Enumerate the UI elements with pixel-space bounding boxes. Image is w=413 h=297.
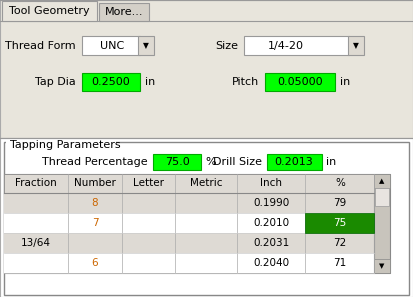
Text: in: in	[326, 157, 336, 167]
Bar	[0, 138, 413, 297]
Text: 0.2040: 0.2040	[253, 258, 289, 268]
Bar	[4, 174, 374, 193]
Text: Tap Dia: Tap Dia	[35, 77, 76, 87]
Text: Thread Form: Thread Form	[5, 41, 76, 51]
Text: 75: 75	[333, 218, 347, 228]
Bar	[374, 259, 390, 273]
Text: 0.2013: 0.2013	[275, 157, 313, 167]
Text: 0.2010: 0.2010	[253, 218, 289, 228]
Bar	[82, 73, 140, 91]
Bar	[265, 73, 335, 91]
Text: ▼: ▼	[353, 42, 359, 50]
Text: Metric: Metric	[190, 178, 222, 189]
Text: More...: More...	[105, 7, 143, 17]
Bar	[6, 140, 116, 150]
Text: 0.1990: 0.1990	[253, 198, 289, 208]
Text: Thread Percentage: Thread Percentage	[43, 157, 148, 167]
Text: 1/4-20: 1/4-20	[268, 41, 304, 51]
Text: 0.2500: 0.2500	[92, 77, 131, 87]
Bar	[4, 142, 409, 295]
Text: Fraction: Fraction	[15, 178, 57, 189]
Bar	[4, 213, 374, 233]
Text: Letter: Letter	[133, 178, 164, 189]
Text: ▼: ▼	[379, 263, 385, 269]
Text: 79: 79	[333, 198, 347, 208]
Text: in: in	[340, 77, 350, 87]
Bar	[0, 0, 413, 138]
Bar	[348, 36, 364, 55]
Text: 0.05000: 0.05000	[277, 77, 323, 87]
Text: 72: 72	[333, 238, 347, 248]
Bar	[138, 36, 154, 55]
Text: 6: 6	[92, 258, 98, 268]
Text: 7: 7	[92, 218, 98, 228]
Text: ▼: ▼	[143, 42, 149, 50]
Text: 13/64: 13/64	[21, 238, 51, 248]
Text: Number: Number	[74, 178, 116, 189]
Bar	[244, 36, 349, 55]
Bar	[82, 36, 140, 55]
Text: 75.0: 75.0	[165, 157, 190, 167]
Text: Size: Size	[215, 41, 238, 51]
Bar	[153, 154, 201, 170]
Bar	[2, 1, 97, 21]
Text: 0.2031: 0.2031	[253, 238, 289, 248]
Bar	[375, 188, 389, 206]
Bar	[4, 233, 374, 253]
Text: Pitch: Pitch	[232, 77, 259, 87]
Bar	[374, 174, 390, 188]
Text: 71: 71	[333, 258, 347, 268]
Text: Inch: Inch	[260, 178, 282, 189]
Bar	[4, 174, 374, 273]
Text: 8: 8	[92, 198, 98, 208]
Text: %: %	[205, 157, 216, 167]
Text: Tool Geometry: Tool Geometry	[9, 6, 89, 16]
Bar	[4, 253, 374, 273]
Text: UNC: UNC	[100, 41, 124, 51]
Bar	[374, 174, 390, 273]
Text: ▲: ▲	[379, 178, 385, 184]
Text: %: %	[335, 178, 345, 189]
Text: Tapping Parameters: Tapping Parameters	[10, 140, 121, 150]
Bar	[99, 3, 149, 21]
Bar	[267, 154, 322, 170]
Bar	[305, 213, 374, 233]
Text: Drill Size: Drill Size	[213, 157, 262, 167]
Bar	[4, 193, 374, 213]
Text: in: in	[145, 77, 155, 87]
